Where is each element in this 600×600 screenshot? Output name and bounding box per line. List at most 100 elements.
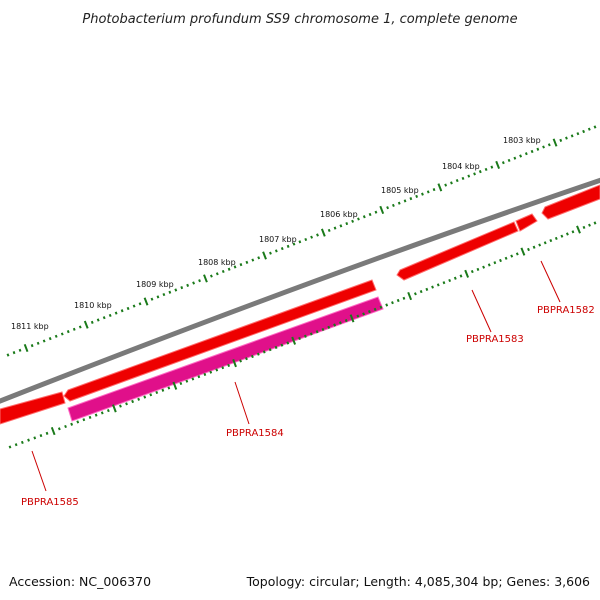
inner-scale-tick <box>50 426 56 436</box>
gene-arrow-PBPRA1583[interactable] <box>396 221 519 281</box>
inner-scale-tick <box>94 413 98 417</box>
inner-scale-tick <box>385 303 389 307</box>
inner-scale-tick <box>191 377 195 381</box>
inner-scale-tick <box>167 386 171 390</box>
outer-scale-tick <box>186 283 190 287</box>
inner-scale-tick <box>27 438 30 442</box>
outer-scale-tick <box>339 224 343 228</box>
outer-scale-tick <box>192 281 196 285</box>
inner-scale-tick <box>57 427 61 431</box>
outer-scale-tick <box>415 194 419 198</box>
inner-scale-tick <box>215 368 219 372</box>
outer-scale-tick <box>519 154 523 158</box>
outer-scale-tick <box>444 183 448 187</box>
outer-scale-ticks <box>6 125 597 357</box>
gene-arrow-PBPRA1584-forward[interactable] <box>63 279 377 402</box>
outer-scale-tick <box>513 156 517 160</box>
inner-scale-tick <box>520 247 526 256</box>
kbp-label-1809: 1809 kbp <box>136 280 174 289</box>
gene-arrow-PBPRA1585[interactable] <box>0 391 66 425</box>
inner-scale-tick <box>321 327 325 332</box>
inner-scale-tick <box>64 424 67 429</box>
gene-label-PBPRA1583[interactable]: PBPRA1583 <box>466 334 524 345</box>
outer-scale-tick <box>30 344 34 348</box>
outer-scale-tick <box>542 145 545 149</box>
outer-scale-tick <box>23 343 29 353</box>
inner-scale-tick <box>327 325 331 329</box>
outer-scale-tick <box>221 269 225 274</box>
outer-scale-tick <box>114 311 118 315</box>
outer-scale-tick <box>327 228 331 232</box>
gene-labels: PBPRA1582 PBPRA1583 PBPRA1584 PBPRA1585 <box>21 260 595 508</box>
inner-scale-tick <box>565 232 569 236</box>
outer-scale-tick <box>547 143 551 147</box>
gene-arrow-PBPRA1584[interactable] <box>67 296 384 422</box>
outer-scale-tick <box>48 337 52 341</box>
inner-scale-tick <box>560 234 564 238</box>
inner-scale-tick <box>588 223 591 227</box>
inner-scale-tick <box>45 431 49 435</box>
gene-label-PBPRA1582[interactable]: PBPRA1582 <box>537 305 595 316</box>
outer-scale-tick <box>72 327 76 331</box>
outer-scale-tick <box>576 132 580 136</box>
inner-scale-tick <box>391 301 394 305</box>
outer-scale-tick <box>593 125 597 129</box>
inner-scale-tick <box>125 402 128 406</box>
gene-arrow-PBPRA1582-part[interactable] <box>515 213 538 232</box>
outer-scale-tick <box>478 170 482 174</box>
outer-scale-tick <box>150 297 154 301</box>
gene-arrow-PBPRA1582[interactable] <box>541 184 600 220</box>
outer-scale-tick <box>351 219 355 223</box>
outer-scale-tick <box>530 149 534 154</box>
inner-scale-tick <box>227 363 231 368</box>
outer-scale-tick <box>251 258 255 262</box>
outer-scale-tick <box>156 295 160 299</box>
inner-scale-tick <box>262 350 266 354</box>
inner-scale-tick <box>499 258 502 263</box>
outer-scale-tick <box>42 339 46 343</box>
outer-scale-tick <box>467 174 471 178</box>
kbp-label-1807: 1807 kbp <box>259 235 297 244</box>
outer-scale-tick <box>495 160 501 169</box>
outer-scale-tick <box>455 179 459 183</box>
outer-scale-tick <box>174 288 178 292</box>
outer-scale-tick <box>559 138 563 142</box>
inner-scale-tick <box>407 291 413 301</box>
outer-scale-tick <box>203 274 208 283</box>
inner-scale-tick <box>493 261 497 265</box>
outer-scale-tick <box>102 316 106 320</box>
inner-scale-tick <box>431 285 434 289</box>
outer-scale-tick <box>168 290 172 294</box>
kbp-label-1811: 1811 kbp <box>11 322 49 331</box>
outer-scale-tick <box>6 353 10 357</box>
gene-label-PBPRA1585[interactable]: PBPRA1585 <box>21 497 79 508</box>
outer-scale-tick <box>357 217 360 221</box>
inner-scale-tick <box>464 269 470 278</box>
outer-scale-tick <box>227 267 231 271</box>
outer-scale-tick <box>437 183 443 192</box>
outer-scale-tick <box>90 320 94 324</box>
inner-scale-tick <box>131 399 135 404</box>
inner-scale-tick <box>232 359 237 368</box>
inner-scale-tick <box>280 343 284 347</box>
inner-scale-tick <box>203 372 207 377</box>
inner-scale-tick <box>593 221 597 225</box>
outer-scale-tick <box>292 242 296 246</box>
inner-scale-tick <box>291 336 297 345</box>
outer-scale-tick <box>565 136 568 140</box>
inner-scale-tick <box>338 321 342 325</box>
genome-summary-text: Topology: circular; Length: 4,085,304 bp… <box>246 574 590 589</box>
inner-scale-tick <box>221 366 225 370</box>
reverse-strand-genes <box>67 296 384 422</box>
inner-scale-tick <box>303 334 307 338</box>
outer-scale-tick <box>379 205 385 215</box>
inner-scale-tick <box>209 370 213 374</box>
gene-label-PBPRA1584[interactable]: PBPRA1584 <box>226 428 284 439</box>
inner-scale-tick <box>309 332 313 336</box>
kbp-label-1803: 1803 kbp <box>503 136 541 145</box>
inner-scale-tick <box>333 323 337 327</box>
outer-scale-tick <box>286 244 290 248</box>
inner-scale-tick <box>8 445 12 449</box>
inner-scale-tick <box>344 319 348 323</box>
outer-scale-tick <box>257 256 261 260</box>
